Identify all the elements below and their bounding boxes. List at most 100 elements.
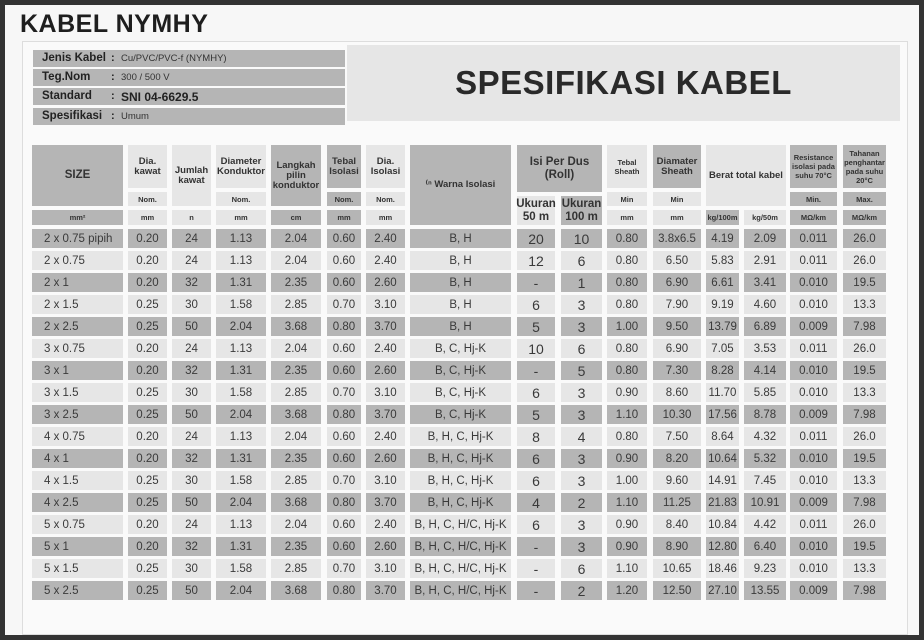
header-resistance: Resistance isolasi pada suhu 70°C [790, 145, 837, 188]
table-cell: 5 [517, 405, 555, 424]
table-cell: 3.68 [271, 493, 321, 512]
table-cell: 0.010 [790, 273, 837, 292]
header-tahanan: Tahanan penghantar pada suhu 20°C [843, 145, 886, 188]
table-cell: 26.0 [843, 515, 886, 534]
table-cell: B, H, C, H/C, Hj-K [410, 537, 511, 556]
table-cell: 2 [561, 493, 602, 512]
header-sub: Nom. [327, 192, 361, 206]
table-cell: 7.98 [843, 493, 886, 512]
table-cell: 13.3 [843, 559, 886, 578]
table-cell: 3 [561, 317, 602, 336]
table-cell: 2.04 [271, 251, 321, 270]
size-cell: 2 x 0.75 [32, 251, 123, 270]
header-dia-isolasi: Dia. Isolasi [366, 145, 405, 188]
table-cell: 32 [172, 537, 211, 556]
table-cell: 2.60 [366, 273, 405, 292]
table-cell: 0.90 [607, 537, 647, 556]
table-cell: 0.60 [327, 251, 361, 270]
info-separator: : [111, 52, 115, 64]
table-cell: 3 [561, 471, 602, 490]
table-cell: 7.90 [653, 295, 701, 314]
table-cell: 0.010 [790, 383, 837, 402]
table-cell: 8.90 [653, 537, 701, 556]
table-cell: 0.25 [128, 493, 167, 512]
table-cell: 30 [172, 383, 211, 402]
table-cell: 0.80 [327, 581, 361, 600]
info-label: Spesifikasi [42, 110, 103, 122]
table-cell: 2.40 [366, 427, 405, 446]
table-cell: 1.13 [216, 515, 266, 534]
table-cell: 13.3 [843, 295, 886, 314]
table-cell: 32 [172, 361, 211, 380]
table-cell: 0.25 [128, 295, 167, 314]
header-unit: mm [653, 210, 701, 225]
table-cell: B, H [410, 251, 511, 270]
table-cell: 6 [517, 449, 555, 468]
table-cell: 6 [561, 339, 602, 358]
table-cell: 2.35 [271, 273, 321, 292]
table-cell: 6 [561, 251, 602, 270]
table-cell: 8.60 [653, 383, 701, 402]
info-row: Spesifikasi : Umum [33, 108, 345, 125]
header-ukuran-50: Ukuran 50 m [516, 196, 556, 225]
header-unit: MΩ/km [790, 210, 837, 225]
table-cell: 2.40 [366, 515, 405, 534]
table-cell: 19.5 [843, 361, 886, 380]
table-cell: 1.10 [607, 405, 647, 424]
table-cell: 3 [561, 537, 602, 556]
table-cell: 7.45 [744, 471, 786, 490]
header-sub: Min. [790, 192, 837, 206]
table-cell: 13.3 [843, 383, 886, 402]
table-cell: 5.85 [744, 383, 786, 402]
table-cell: 9.23 [744, 559, 786, 578]
table-cell: 0.60 [327, 449, 361, 468]
header-unit: n [172, 210, 211, 225]
table-cell: 24 [172, 515, 211, 534]
size-cell: 3 x 1.5 [32, 383, 123, 402]
table-cell: B, H [410, 295, 511, 314]
header-sub: Min [653, 192, 701, 206]
table-cell: 7.98 [843, 581, 886, 600]
table-cell: 32 [172, 449, 211, 468]
table-cell: 0.20 [128, 361, 167, 380]
table-cell: 0.25 [128, 471, 167, 490]
info-row: Jenis Kabel : Cu/PVC/PVC-f (NYMHY) [33, 50, 345, 67]
table-cell: 0.009 [790, 581, 837, 600]
table-cell: 8.20 [653, 449, 701, 468]
table-cell: 6.40 [744, 537, 786, 556]
table-cell: 2.85 [271, 471, 321, 490]
table-cell: 0.60 [327, 339, 361, 358]
table-cell: 0.80 [607, 295, 647, 314]
table-cell: 2.85 [271, 559, 321, 578]
table-cell: 5 [561, 361, 602, 380]
table-cell: 6.89 [744, 317, 786, 336]
table-cell: 2.04 [271, 427, 321, 446]
table-cell: 2.35 [271, 537, 321, 556]
header-sub: Min [607, 192, 647, 206]
size-cell: 2 x 1 [32, 273, 123, 292]
header-diamater-sheath: Diamater Sheath [653, 145, 701, 188]
table-cell: 0.010 [790, 471, 837, 490]
page-title: KABEL NYMHY [20, 10, 209, 38]
table-cell: 5 [517, 317, 555, 336]
table-cell: 1.20 [607, 581, 647, 600]
table-cell: 2.60 [366, 449, 405, 468]
info-value: Cu/PVC/PVC-f (NYMHY) [121, 53, 227, 64]
table-cell: - [517, 361, 555, 380]
table-cell: 1.13 [216, 427, 266, 446]
header-sub: Max. [843, 192, 886, 206]
table-cell: 9.60 [653, 471, 701, 490]
header-tebal-isolasi: Tebal Isolasi [327, 145, 361, 188]
table-cell: 0.60 [327, 515, 361, 534]
table-cell: 5.83 [706, 251, 739, 270]
table-cell: 0.80 [607, 229, 647, 248]
table-cell: 0.011 [790, 251, 837, 270]
table-cell: 1.10 [607, 493, 647, 512]
header-warna-isolasi: ⁽ⁿ Warna Isolasi [410, 145, 511, 225]
table-cell: 3.70 [366, 317, 405, 336]
size-cell: 3 x 2.5 [32, 405, 123, 424]
table-cell: 0.011 [790, 427, 837, 446]
info-row: Teg.Nom : 300 / 500 V [33, 69, 345, 86]
table-cell: 6 [517, 471, 555, 490]
table-cell: 1.13 [216, 251, 266, 270]
